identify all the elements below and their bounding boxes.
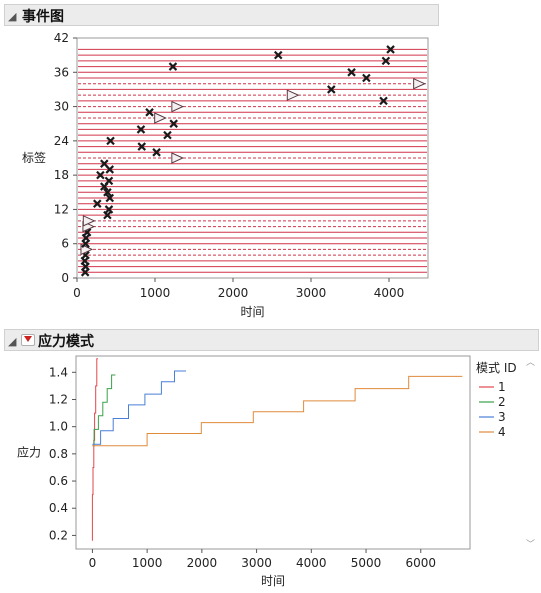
x-axis-label: 时间 — [261, 574, 285, 588]
censor-marker — [82, 215, 96, 227]
red-triangle-menu-icon[interactable] — [21, 334, 35, 346]
failure-marker-center — [364, 76, 368, 80]
event-plot-title: 事件图 — [22, 9, 64, 25]
failure-marker-center — [108, 167, 112, 172]
failure-marker-center — [105, 190, 110, 194]
y-axis-label: 应力 — [17, 445, 41, 460]
failure-marker-center — [165, 133, 170, 137]
failure-marker-center — [98, 173, 102, 177]
failure-marker-center — [83, 259, 87, 263]
y-tick-label: 0.8 — [49, 447, 68, 461]
failure-marker-center — [139, 127, 143, 132]
disclosure-triangle-icon[interactable]: ◢ — [8, 10, 17, 23]
x-tick-label: 2000 — [218, 286, 249, 300]
x-tick-label: 1000 — [132, 556, 163, 570]
event-plot: 0 6 12 18 24 30 36 42 0 1000 2000 3000 4000 时间 标签 — [22, 31, 429, 319]
stress-pattern-chart: 0.2 0.4 0.6 0.8 1.0 1.2 1.4 0 1000 2000 3000 4000 50… — [17, 355, 517, 588]
disclosure-triangle-icon[interactable]: ◢ — [8, 335, 17, 348]
y-tick-label: 0.2 — [49, 528, 68, 542]
y-tick-label: 1.4 — [49, 365, 68, 379]
y-tick-label: 6 — [61, 237, 69, 251]
failure-marker-center — [147, 110, 152, 114]
y-tick-label: 12 — [54, 202, 69, 216]
x-tick-label: 0 — [89, 556, 97, 570]
failure-marker-center — [276, 53, 280, 57]
censor-marker — [171, 100, 185, 113]
plot-frame — [75, 355, 471, 550]
failure-marker-center — [108, 196, 112, 200]
scroll-up-icon[interactable]: ︿ — [526, 358, 536, 368]
failure-marker-center — [84, 236, 88, 240]
series-line-mode-2 — [92, 374, 116, 447]
y-tick-label: 42 — [54, 31, 69, 45]
x-tick-label: 1000 — [140, 286, 171, 300]
scroll-down-icon[interactable]: ﹀ — [526, 540, 536, 550]
legend-label: 2 — [498, 395, 506, 409]
censor-marker — [286, 89, 300, 101]
failure-marker-center — [83, 253, 88, 257]
x-tick-label: 3000 — [241, 556, 272, 570]
failure-marker-center — [108, 139, 113, 143]
failure-marker-center — [154, 150, 159, 154]
x-tick-label: 4000 — [296, 556, 327, 570]
x-tick-label: 5000 — [351, 556, 382, 570]
y-tick-label: 36 — [54, 65, 69, 79]
failure-marker-center — [83, 242, 88, 246]
failure-marker-center — [107, 179, 111, 183]
y-tick-label: 0 — [61, 271, 69, 285]
failure-marker-center — [171, 64, 175, 69]
failure-marker-center — [95, 202, 99, 206]
event-plot-header[interactable]: ◢ 事件图 — [4, 4, 439, 26]
y-tick-label: 30 — [54, 100, 69, 114]
failure-marker-center — [172, 122, 176, 126]
censor-marker — [171, 152, 185, 164]
series-line-mode-3 — [92, 370, 186, 445]
failure-marker-center — [83, 264, 88, 269]
x-tick-label: 2000 — [187, 556, 218, 570]
legend-label: 4 — [498, 425, 506, 439]
x-tick-label: 6000 — [405, 556, 436, 570]
censor-marker — [154, 112, 167, 124]
y-tick-label: 1.0 — [49, 420, 68, 434]
failure-marker-center — [388, 47, 393, 52]
failure-marker-center — [140, 144, 144, 149]
failure-marker-center — [85, 230, 89, 234]
failure-marker-center — [349, 70, 354, 74]
failure-marker-center — [83, 270, 87, 274]
legend-label: 3 — [498, 410, 506, 424]
failure-marker-center — [107, 207, 111, 212]
y-tick-label: 0.6 — [49, 474, 68, 488]
y-axis-label: 标签 — [22, 150, 46, 165]
series-line-mode-4 — [92, 375, 463, 447]
failure-marker-center — [384, 59, 388, 63]
stress-pattern-title: 应力模式 — [38, 334, 94, 350]
failure-marker-center — [102, 184, 106, 189]
legend-label: 1 — [498, 380, 506, 394]
y-tick-label: 0.4 — [49, 501, 68, 515]
legend-title: 模式 ID — [476, 361, 517, 375]
y-tick-label: 24 — [54, 134, 69, 148]
y-tick-label: 1.2 — [49, 392, 68, 406]
x-tick-label: 4000 — [374, 286, 405, 300]
y-tick-label: 18 — [54, 168, 69, 182]
legend-scrollbar[interactable]: ︿ ﹀ — [523, 355, 537, 550]
stress-pattern-header[interactable]: ◢ 应力模式 — [4, 329, 539, 351]
failure-marker-center — [329, 87, 333, 92]
x-tick-label: 0 — [73, 286, 81, 300]
failure-marker-center — [105, 213, 110, 217]
x-axis-label: 时间 — [240, 305, 264, 319]
x-tick-label: 3000 — [296, 286, 327, 300]
failure-marker-center — [102, 162, 106, 166]
failure-marker-center — [381, 99, 386, 103]
censor-marker — [413, 77, 426, 90]
